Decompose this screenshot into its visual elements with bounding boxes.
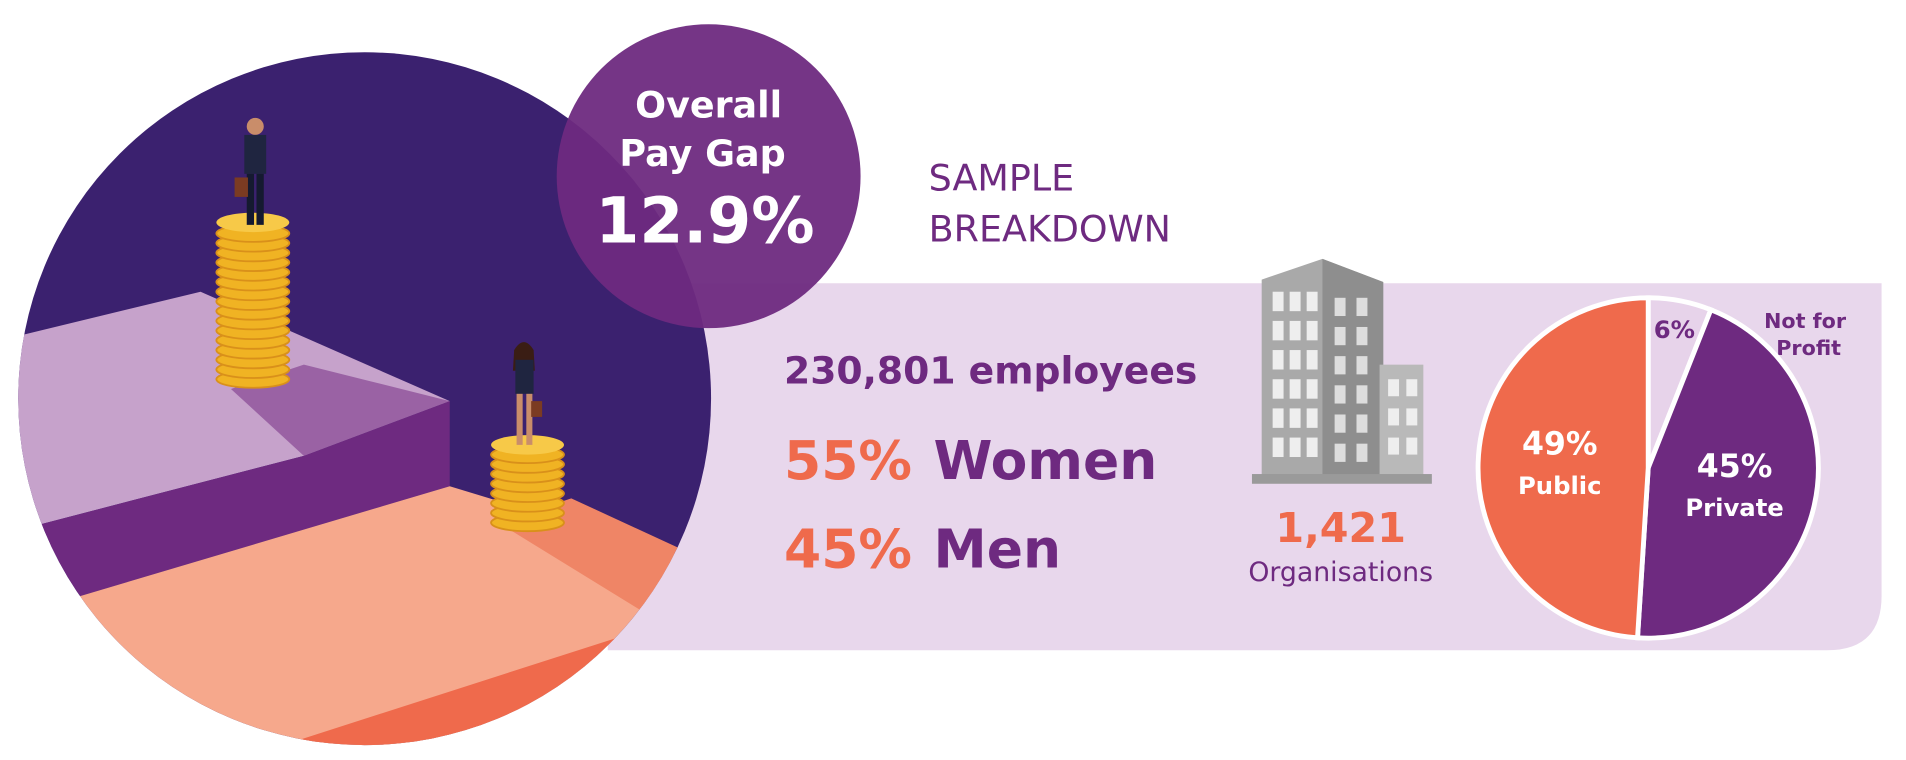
window <box>1289 320 1301 341</box>
window <box>1306 291 1318 312</box>
window <box>1272 379 1284 399</box>
gender-share: 45% <box>784 518 912 581</box>
section-title: SAMPLE <box>929 156 1075 199</box>
window <box>1289 291 1301 312</box>
window <box>1334 297 1346 317</box>
window <box>1388 437 1400 455</box>
pay-gap-title: Overall <box>635 83 782 126</box>
window <box>1388 408 1400 426</box>
window <box>1289 379 1301 399</box>
window <box>1306 408 1318 428</box>
employees: 230,801 employees <box>784 349 1197 393</box>
window <box>1356 385 1368 404</box>
window <box>1306 379 1318 399</box>
window <box>1356 326 1368 346</box>
pie-chart: 6% Not for Profit 45% Private 49% Public <box>1475 295 1853 641</box>
man <box>234 117 267 225</box>
window <box>1334 443 1346 462</box>
organisations-label: Organisations <box>1248 557 1433 588</box>
window <box>1334 414 1346 433</box>
window <box>1406 437 1418 455</box>
window <box>1289 437 1301 458</box>
window <box>1289 408 1301 428</box>
window <box>1272 437 1284 458</box>
window <box>1406 408 1418 426</box>
organisations-count: 1,421 <box>1275 504 1406 552</box>
pie-slice <box>1634 306 1821 641</box>
window <box>1306 350 1318 370</box>
window <box>1356 297 1368 317</box>
window <box>1356 414 1368 433</box>
window <box>1306 437 1318 458</box>
gender-label: Men <box>934 518 1062 581</box>
slice-value-label: 6% <box>1654 315 1695 344</box>
slice-name-label: Not for Profit <box>1764 309 1853 360</box>
window <box>1306 320 1318 341</box>
window <box>1272 291 1284 312</box>
slice-name-label: Public <box>1518 471 1602 500</box>
pay-gap-badge <box>556 24 861 329</box>
building-icon <box>1251 258 1432 484</box>
window <box>1334 326 1346 346</box>
slice-name-label: Private <box>1685 493 1783 522</box>
window <box>1334 385 1346 404</box>
pay-gap-value: 12.9% <box>595 183 814 257</box>
window <box>1406 379 1418 397</box>
slice-value-label: 45% <box>1697 449 1773 485</box>
pay-gap-title: Pay Gap <box>619 132 785 175</box>
window <box>1272 408 1284 428</box>
illustration <box>18 52 712 746</box>
window <box>1356 356 1368 375</box>
window <box>1289 350 1301 370</box>
gender-share: 55% <box>784 429 912 492</box>
section-title: BREAKDOWN <box>929 207 1171 250</box>
window <box>1388 379 1400 397</box>
window <box>1334 356 1346 375</box>
window <box>1272 320 1284 341</box>
window <box>1356 443 1368 462</box>
slice-value-label: 49% <box>1522 427 1598 463</box>
window <box>1272 350 1284 370</box>
woman <box>512 342 543 445</box>
gender-label: Women <box>934 429 1158 492</box>
pie-slice <box>1475 295 1651 641</box>
